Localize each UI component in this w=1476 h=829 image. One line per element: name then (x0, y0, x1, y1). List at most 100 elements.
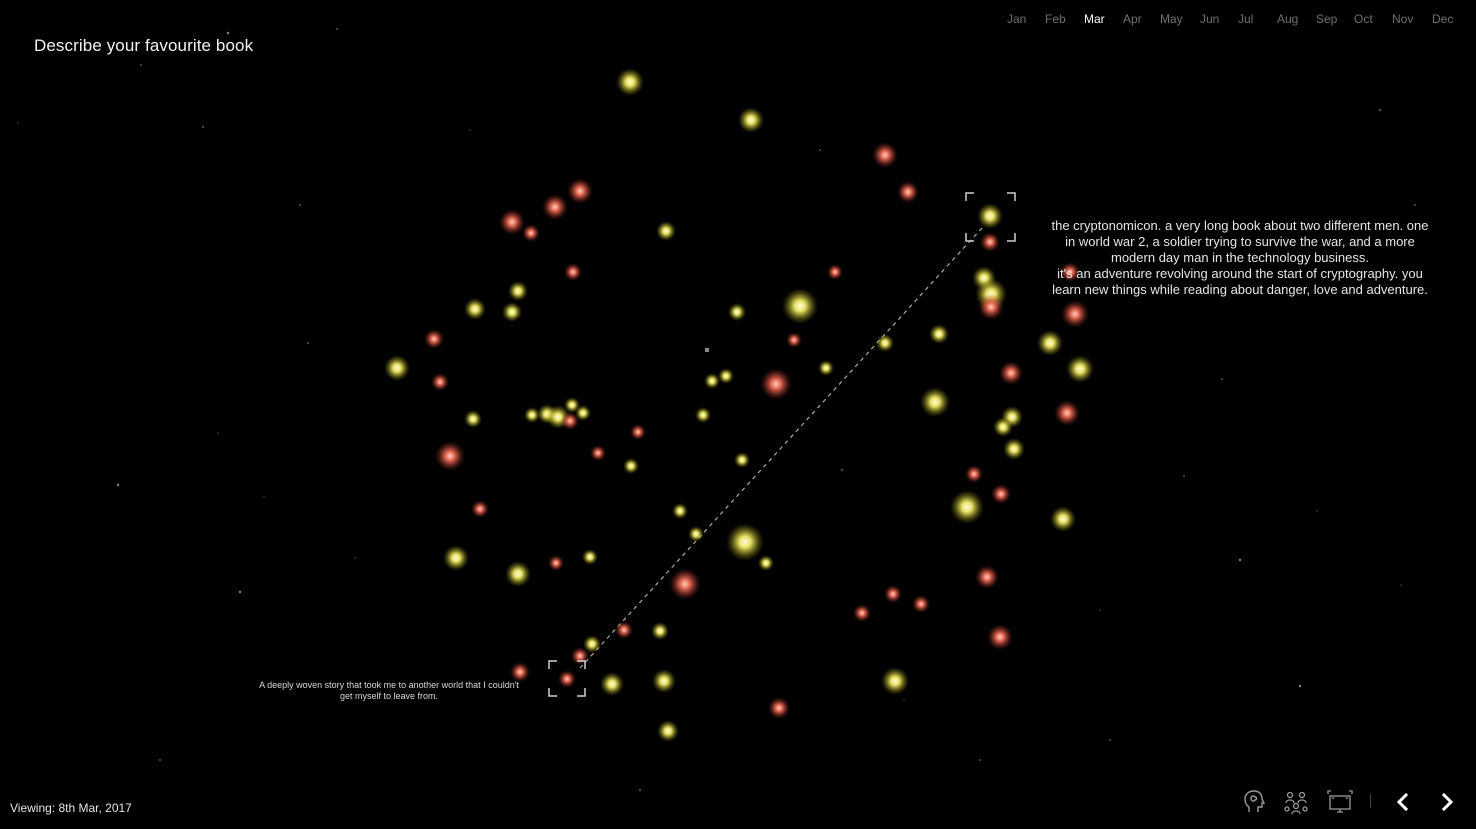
response-dot-red[interactable] (872, 142, 898, 168)
response-dot-red[interactable] (987, 624, 1013, 650)
response-dot-red[interactable] (615, 621, 633, 639)
response-dot-yellow[interactable] (734, 452, 750, 468)
month-aug[interactable]: Aug (1277, 12, 1299, 26)
response-dot-red[interactable] (1060, 262, 1080, 282)
response-dot-red[interactable] (558, 670, 576, 688)
response-dot-yellow[interactable] (688, 526, 704, 542)
response-dot-red[interactable] (965, 465, 983, 483)
response-dot-red[interactable] (630, 424, 646, 440)
response-dot-red[interactable] (853, 604, 871, 622)
response-dot-yellow[interactable] (623, 458, 639, 474)
response-dot-yellow[interactable] (695, 407, 711, 423)
response-dot-red[interactable] (760, 368, 792, 400)
response-dot-yellow[interactable] (1037, 330, 1063, 356)
response-dot-yellow[interactable] (524, 407, 540, 423)
response-dot-yellow[interactable] (977, 203, 1003, 229)
response-dot-yellow[interactable] (508, 281, 528, 301)
response-dot-yellow[interactable] (583, 635, 601, 653)
response-dot-red[interactable] (510, 662, 530, 682)
response-dot-yellow[interactable] (464, 410, 482, 428)
screen-fullscreen-icon[interactable] (1326, 788, 1354, 816)
month-may[interactable]: May (1160, 12, 1183, 26)
response-dot-yellow[interactable] (582, 549, 598, 565)
response-dot-red[interactable] (669, 568, 701, 600)
response-dot-red[interactable] (571, 647, 589, 665)
response-dot-yellow[interactable] (818, 360, 834, 376)
response-dot-red[interactable] (424, 329, 444, 349)
response-dot-red[interactable] (975, 565, 999, 589)
response-dot-yellow[interactable] (1003, 438, 1025, 460)
response-dot-red[interactable] (567, 178, 593, 204)
response-dot-red[interactable] (561, 412, 579, 430)
response-dot-yellow[interactable] (657, 720, 679, 742)
response-dot-yellow[interactable] (1050, 506, 1076, 532)
head-profile-icon[interactable] (1240, 788, 1268, 816)
response-dot-red[interactable] (548, 555, 564, 571)
month-feb[interactable]: Feb (1045, 12, 1066, 26)
response-dot-yellow[interactable] (881, 667, 909, 695)
response-dot-yellow[interactable] (920, 387, 950, 417)
response-dot-yellow[interactable] (718, 368, 734, 384)
response-dot-red[interactable] (564, 263, 582, 281)
response-dot-yellow[interactable] (443, 545, 469, 571)
response-dot-yellow[interactable] (704, 373, 720, 389)
response-dot-red[interactable] (827, 264, 843, 280)
response-dot-yellow[interactable] (651, 622, 669, 640)
response-dot-yellow[interactable] (502, 302, 522, 322)
response-dot-red[interactable] (590, 445, 606, 461)
response-dot-yellow[interactable] (672, 503, 688, 519)
response-dot-yellow[interactable] (758, 555, 774, 571)
month-oct[interactable]: Oct (1354, 12, 1373, 26)
response-dot-red[interactable] (884, 585, 902, 603)
response-dot-yellow[interactable] (652, 669, 676, 693)
month-apr[interactable]: Apr (1123, 12, 1142, 26)
response-dot-red[interactable] (1054, 400, 1080, 426)
response-dot-yellow[interactable] (505, 561, 531, 587)
response-dot-yellow[interactable] (564, 397, 580, 413)
response-dot-red[interactable] (999, 361, 1023, 385)
response-dot-yellow[interactable] (384, 355, 410, 381)
response-dot-red[interactable] (768, 697, 790, 719)
response-dot-yellow[interactable] (876, 334, 894, 352)
response-dot-yellow[interactable] (600, 672, 624, 696)
response-dot-yellow[interactable] (656, 221, 676, 241)
response-dot-red[interactable] (431, 373, 449, 391)
response-dot-red[interactable] (542, 194, 568, 220)
response-dot-yellow[interactable] (728, 303, 746, 321)
month-jul[interactable]: Jul (1238, 12, 1254, 26)
response-dots[interactable] (384, 68, 1094, 742)
month-dec[interactable]: Dec (1432, 12, 1454, 26)
month-jun[interactable]: Jun (1200, 12, 1220, 26)
response-dot-yellow[interactable] (993, 417, 1013, 437)
response-dot-yellow[interactable] (1066, 355, 1094, 383)
response-dot-red[interactable] (980, 232, 1000, 252)
background-star (1099, 609, 1101, 611)
response-dot-yellow[interactable] (616, 68, 644, 96)
response-dot-red[interactable] (435, 441, 465, 471)
response-dot-yellow[interactable] (929, 324, 949, 344)
chevron-left-icon[interactable] (1389, 788, 1417, 816)
response-dot-red[interactable] (978, 294, 1004, 320)
response-dot-red[interactable] (897, 181, 919, 203)
response-dot-yellow[interactable] (464, 298, 486, 320)
month-sep[interactable]: Sep (1316, 12, 1338, 26)
response-dot-red[interactable] (471, 500, 489, 518)
response-dot-red[interactable] (786, 332, 802, 348)
chevron-right-icon[interactable] (1433, 788, 1461, 816)
response-dot-red[interactable] (991, 484, 1011, 504)
response-dot-yellow[interactable] (950, 490, 984, 524)
response-dot-yellow[interactable] (726, 523, 764, 561)
response-dot-yellow[interactable] (575, 405, 591, 421)
response-dot-red[interactable] (499, 209, 525, 235)
month-nov[interactable]: Nov (1392, 12, 1414, 26)
response-dot-yellow[interactable] (738, 107, 764, 133)
response-dot-red[interactable] (1061, 300, 1089, 328)
response-dot-red[interactable] (522, 224, 540, 242)
month-jan[interactable]: Jan (1007, 12, 1027, 26)
response-dot-red[interactable] (912, 595, 930, 613)
month-mar[interactable]: Mar (1084, 12, 1105, 26)
people-network-icon[interactable] (1282, 788, 1310, 816)
center-marker (705, 348, 709, 352)
response-dot-yellow[interactable] (782, 288, 818, 324)
